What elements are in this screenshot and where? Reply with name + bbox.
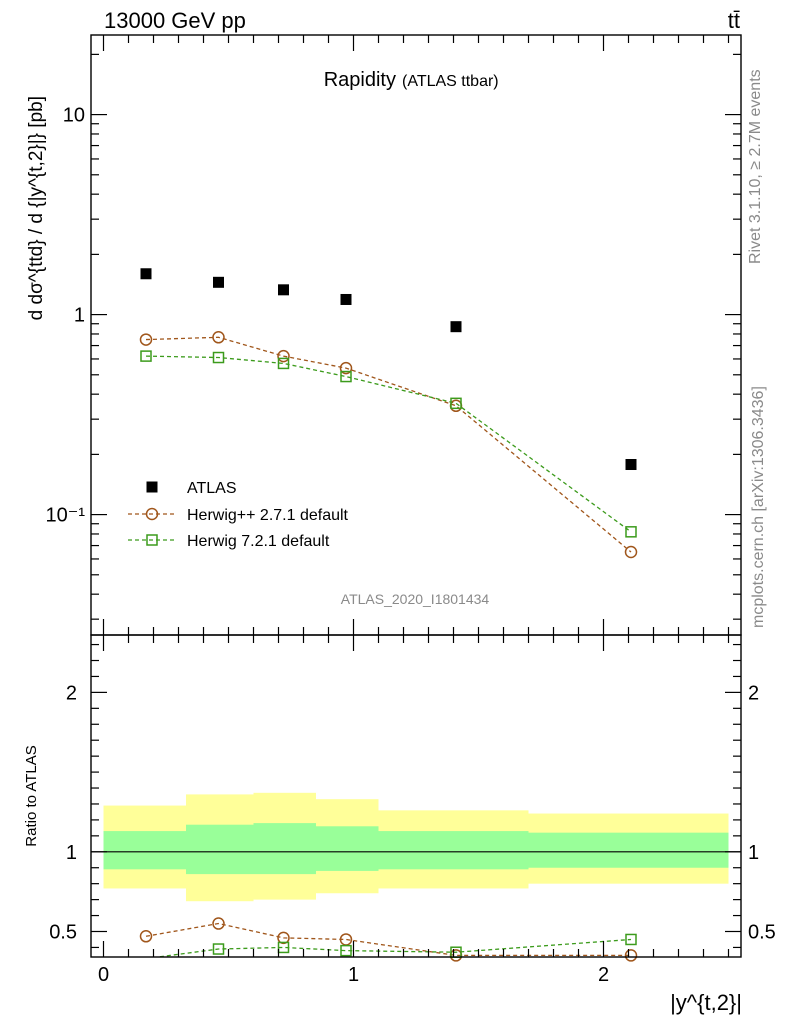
band-inner-2 <box>253 823 316 875</box>
main-point-s1-1 <box>212 331 225 344</box>
main-series-points <box>139 268 638 559</box>
ratio-ytick-label-r-2: 2 <box>748 682 759 704</box>
xtick-label-1: 1 <box>348 964 359 986</box>
ratio-ytick-label-r-0: 0.5 <box>748 921 776 943</box>
legend: ATLAS Herwig++ 2.7.1 default Herwig 7.2.1 … <box>128 480 349 550</box>
band-inner-5 <box>528 832 729 868</box>
mcplots-label: mcplots.cern.ch [arXiv:1306.3436] <box>750 386 767 628</box>
plot-title-main: Rapidity <box>324 69 396 91</box>
ratio-ytick-label-r-1: 1 <box>748 842 759 864</box>
main-point-s2-2 <box>277 357 290 370</box>
uncertainty-bands <box>103 792 729 902</box>
main-point-s2-5 <box>625 526 637 538</box>
main-point-s2-0 <box>140 350 152 362</box>
main-ylabel-text: d dσ^{ttd} / d {|y^{t,2}|} [pb] <box>26 96 47 320</box>
legend-marker-1 <box>145 507 159 521</box>
plot-title-sub: (ATLAS ttbar) <box>402 73 499 90</box>
main-series-lines <box>145 336 632 553</box>
main-ytick-label-2: 10 <box>63 105 85 127</box>
main-point-s1-2 <box>277 349 290 363</box>
main-point-s2-1 <box>212 351 225 364</box>
ratio-line-series-1 <box>153 938 632 957</box>
main-point-s2-3 <box>340 370 352 383</box>
band-inner-0 <box>103 831 186 870</box>
ratio-point-s0-0 <box>139 930 153 943</box>
ratio-point-s1-2 <box>277 941 290 954</box>
ratio-series-lines <box>145 922 632 957</box>
main-line-series-2 <box>145 355 632 533</box>
legend-marker-0 <box>146 481 158 493</box>
main-point-s0-3 <box>340 293 352 305</box>
main-point-s0-0 <box>140 268 152 280</box>
legend-label-0: ATLAS <box>187 480 237 497</box>
main-point-s1-0 <box>139 333 153 346</box>
ratio-point-s1-3 <box>340 944 352 957</box>
ratio-point-s0-5 <box>624 949 638 962</box>
ratio-line-series-0 <box>145 922 631 957</box>
xtick-label-2: 2 <box>598 964 609 986</box>
main-point-s2-4 <box>450 397 462 410</box>
main-point-s0-4 <box>450 321 462 333</box>
energy-label: 13000 GeV pp <box>104 8 246 33</box>
main-point-s0-5 <box>625 459 637 471</box>
ratio-point-s1-5 <box>625 933 637 946</box>
ratio-point-s1-1 <box>212 943 225 955</box>
legend-marker-2 <box>146 534 158 546</box>
rivet-label: Rivet 3.1.10, ≥ 2.7M events <box>747 69 764 264</box>
main-point-s1-5 <box>624 545 638 559</box>
main-point-s1-4 <box>449 399 463 413</box>
axis-ticks <box>91 35 741 957</box>
ratio-series-points <box>139 917 638 962</box>
xtick-label-0: 0 <box>98 964 109 986</box>
process-label: tt̄ <box>728 8 740 33</box>
main-point-s1-3 <box>339 361 353 375</box>
ratio-ytick-label-l-2: 2 <box>66 682 77 704</box>
x-axis-label: |y^{t,2}| <box>670 990 742 1015</box>
main-ytick-label-0: 10⁻¹ <box>46 505 86 527</box>
main-ylabel: d dσ^{ttd} / d {|y^{t,2}|} [pb] <box>26 96 47 320</box>
legend-label-2: Herwig 7.2.1 default <box>187 533 330 550</box>
main-line-series-1 <box>145 336 632 553</box>
legend-label-1: Herwig++ 2.7.1 default <box>187 507 349 524</box>
ratio-point-s0-2 <box>277 931 290 945</box>
main-point-s0-2 <box>278 284 289 296</box>
ratio-ylabel: Ratio to ATLAS <box>23 745 40 846</box>
main-ytick-label-1: 1 <box>74 305 85 327</box>
ratio-ytick-label-l-0: 0.5 <box>49 921 77 943</box>
axis-tick-labels: 10⁻¹ 1 10 0 1 2 0.5 0.5 1 1 2 2 <box>46 105 776 986</box>
band-inner-4 <box>378 831 529 870</box>
band-inner-3 <box>316 826 379 871</box>
main-point-s0-1 <box>213 276 224 288</box>
analysis-id: ATLAS_2020_I1801434 <box>341 591 490 607</box>
ratio-plot-frame <box>90 634 742 958</box>
band-inner-1 <box>186 824 254 875</box>
ratio-point-s0-1 <box>212 917 225 930</box>
ratio-ytick-label-l-1: 1 <box>66 842 77 864</box>
